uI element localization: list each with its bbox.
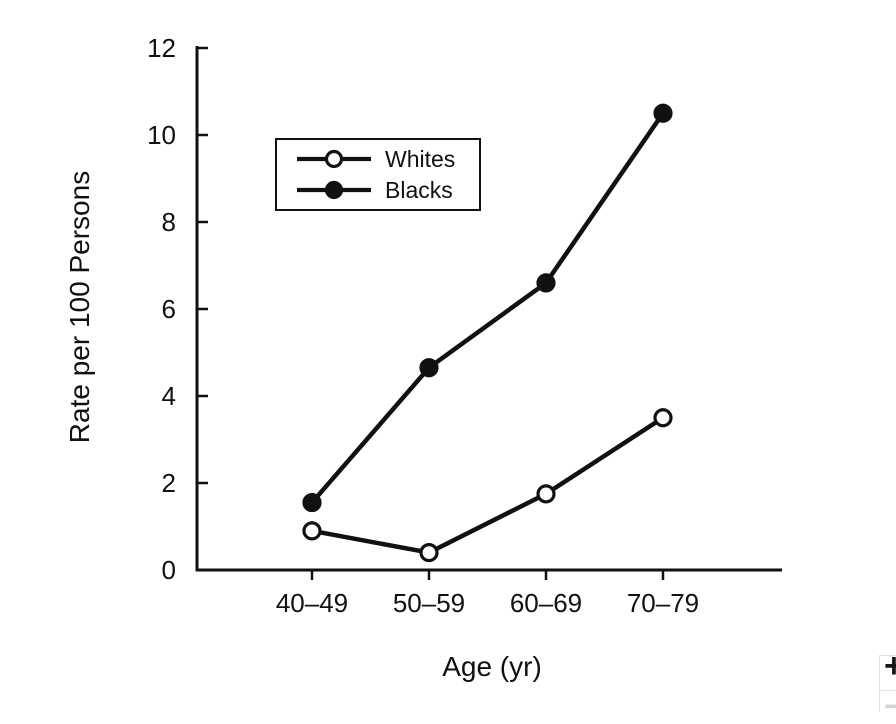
legend: Whites Blacks [275,138,481,211]
whites-line [309,415,666,555]
whites-marker [419,542,439,563]
y-tick-label: 0 [162,555,176,585]
x-tick-label: 50–59 [393,588,465,618]
zoom-controls: + − [879,649,896,722]
minus-icon: − [884,688,896,724]
x-tick-label: 40–49 [276,588,348,618]
legend-item-whites: Whites [296,147,479,171]
blacks-line [309,111,666,505]
plus-icon: + [884,647,896,685]
whites-marker [653,408,673,428]
y-tick-label: 8 [162,207,176,237]
zoom-out-button[interactable]: − [880,690,896,722]
y-tick-label: 2 [162,468,176,498]
legend-label-whites: Whites [385,145,456,172]
x-axis-title: Age (yr) [442,651,542,682]
blacks-marker [419,358,439,378]
blacks-marker [302,492,322,513]
blacks-marker [653,103,673,123]
y-axis-title: Rate per 100 Persons [64,170,95,444]
y-tick-label: 12 [147,33,176,63]
x-tick-label: 70–79 [627,588,699,618]
whites-marker [536,484,556,504]
zoom-in-button[interactable]: + [880,649,896,691]
x-tick-label: 60–69 [510,588,582,618]
y-tick-label: 4 [162,381,176,411]
y-tick-label: 10 [147,120,176,150]
blacks-marker [536,273,556,293]
open-circle-marker-icon [297,149,371,169]
legend-label-blacks: Blacks [385,176,453,203]
filled-circle-marker-icon [297,180,371,200]
whites-marker [302,521,322,541]
legend-item-blacks: Blacks [296,178,479,202]
y-tick-label: 6 [162,294,176,324]
